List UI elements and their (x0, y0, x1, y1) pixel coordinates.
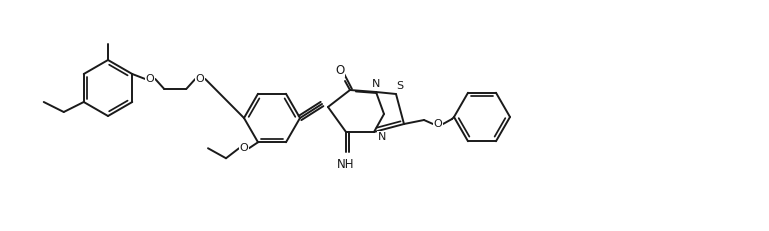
Text: N: N (372, 79, 380, 89)
Text: O: O (434, 119, 442, 129)
Text: NH: NH (338, 158, 355, 170)
Text: S: S (397, 81, 404, 91)
Text: O: O (146, 74, 155, 84)
Text: N: N (378, 132, 386, 142)
Text: O: O (196, 74, 205, 84)
Text: O: O (240, 143, 248, 153)
Text: O: O (335, 64, 345, 76)
